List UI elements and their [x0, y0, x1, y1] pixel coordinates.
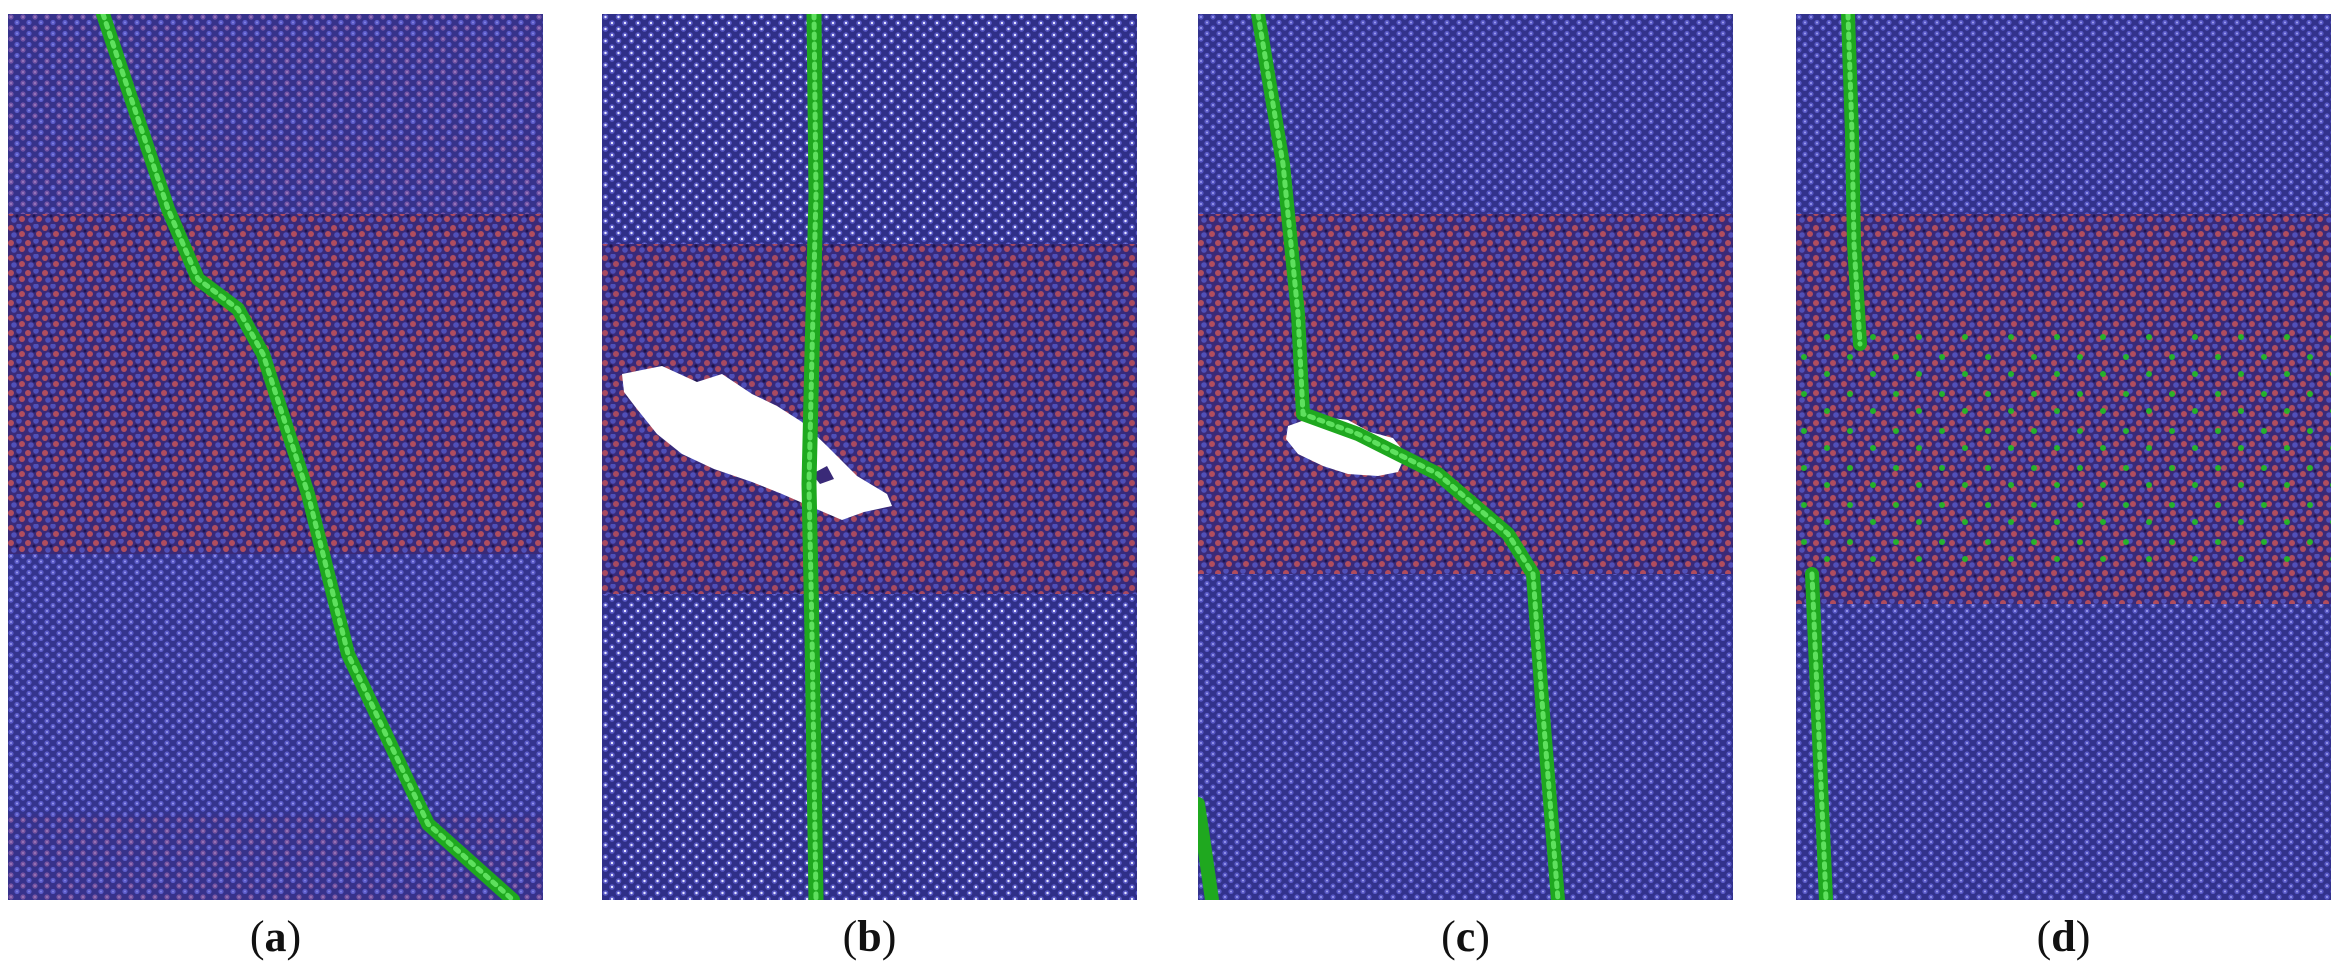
- panel-c-svg: [1198, 14, 1733, 900]
- panel-d-svg: [1796, 14, 2331, 900]
- panel-c-caption: (c): [1441, 912, 1490, 961]
- panel-b-caption: (b): [842, 912, 897, 961]
- panel-c-void: [1286, 416, 1406, 476]
- panel-b-letter: b: [857, 912, 882, 961]
- panel-d-letter: d: [2051, 912, 2076, 961]
- panel-b-svg: [602, 14, 1137, 900]
- panel-a-letter: a: [264, 912, 287, 961]
- panel-a-svg: [8, 14, 543, 900]
- panel-a-image: [8, 14, 543, 900]
- panel-c-letter: c: [1455, 912, 1476, 961]
- panel-d-caption: (d): [2036, 912, 2091, 961]
- panel-b-image: [602, 14, 1137, 900]
- panel-c-image: [1198, 14, 1733, 900]
- panel-a-caption: (a): [249, 912, 302, 961]
- panel-d-image: [1796, 14, 2331, 900]
- panel-c-dislocation-line-lower: [1198, 797, 1219, 900]
